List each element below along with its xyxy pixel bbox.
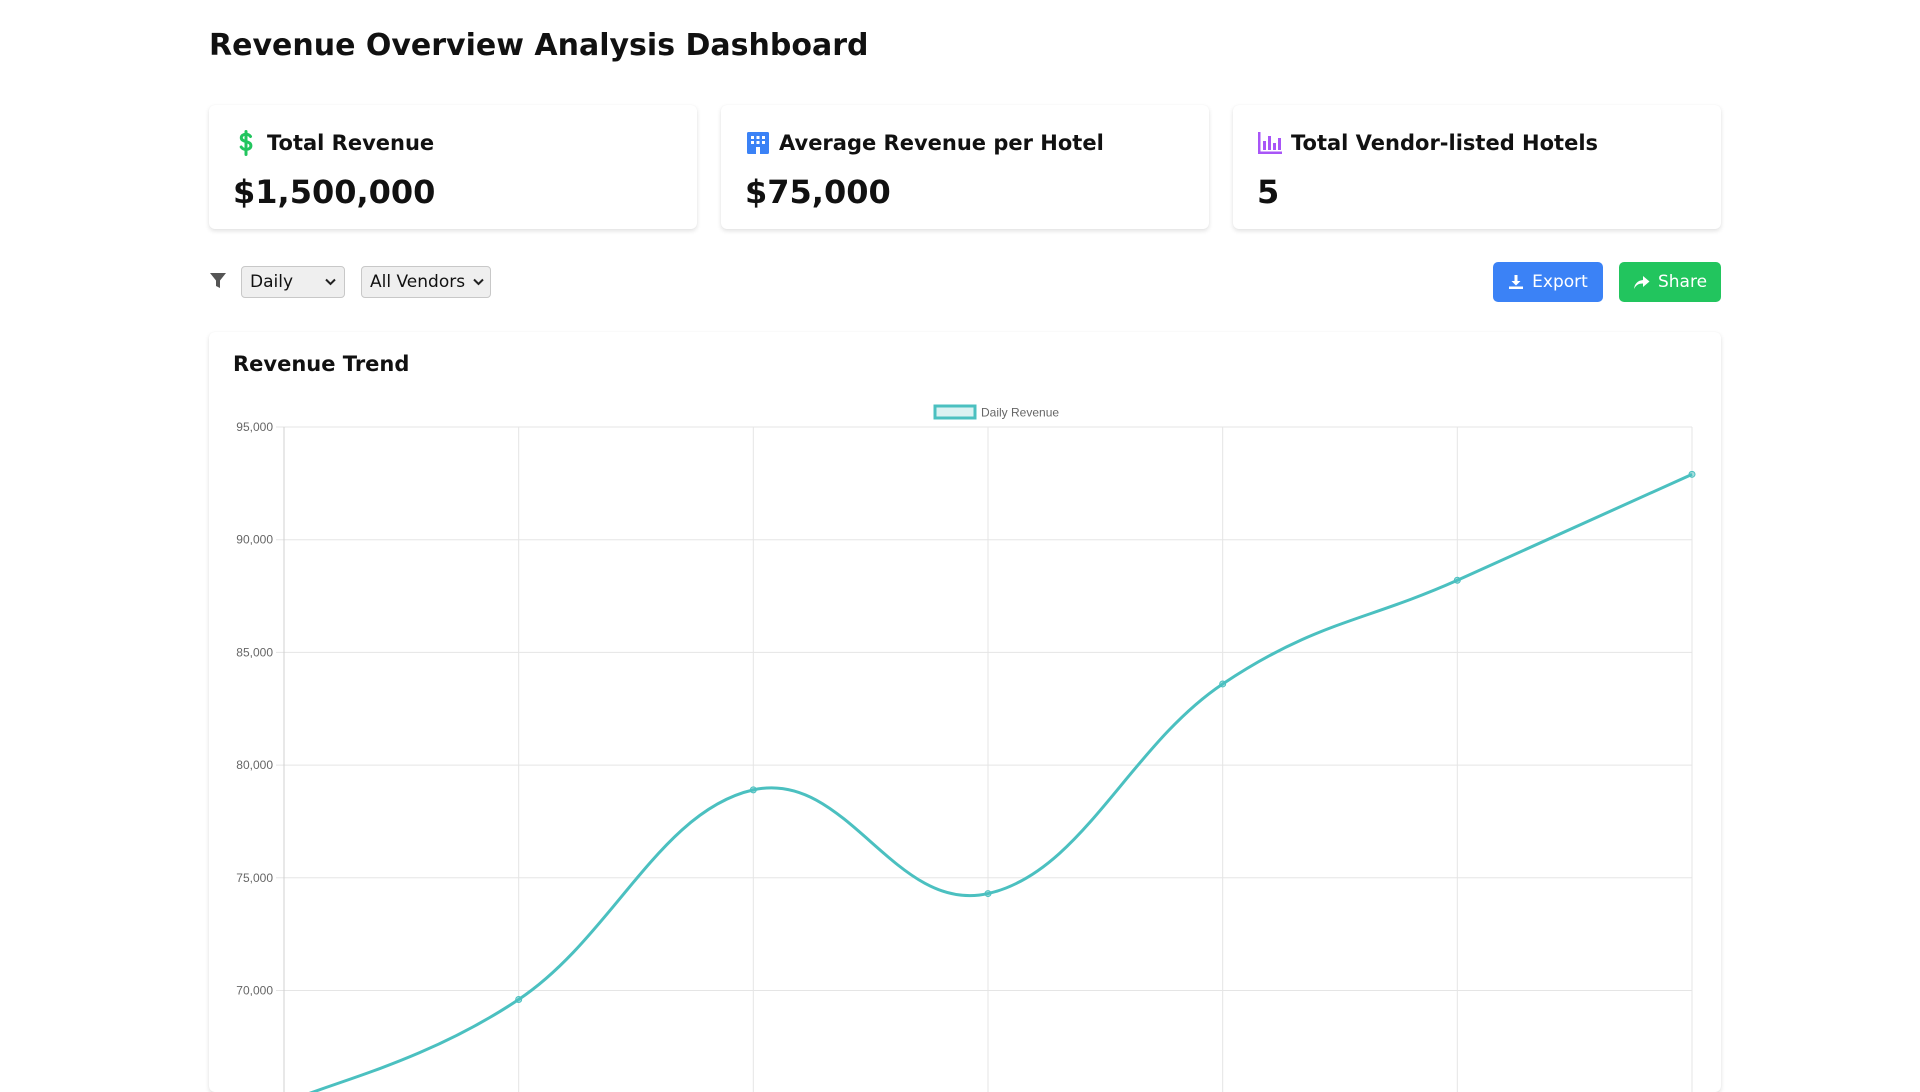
y-tick-label: 80,000: [236, 758, 273, 772]
period-select[interactable]: Daily: [241, 266, 345, 298]
average-revenue-card: Average Revenue per Hotel $75,000: [721, 105, 1209, 229]
controls-bar: Daily All Vendors Export Share: [209, 262, 1721, 302]
hotel-icon: [745, 130, 771, 156]
total-revenue-card: Total Revenue $1,500,000: [209, 105, 697, 229]
export-label: Export: [1532, 272, 1588, 292]
legend-label: Daily Revenue: [981, 406, 1059, 420]
download-icon: [1509, 275, 1524, 289]
hotels-card: Total Vendor-listed Hotels 5: [1233, 105, 1721, 229]
average-revenue-label: Average Revenue per Hotel: [779, 131, 1104, 155]
daily-revenue-point: [984, 890, 992, 898]
hotels-label: Total Vendor-listed Hotels: [1291, 131, 1599, 155]
vendor-select[interactable]: All Vendors: [361, 266, 491, 298]
export-button[interactable]: Export: [1493, 262, 1603, 302]
page-title: Revenue Overview Analysis Dashboard: [209, 28, 869, 63]
total-revenue-label: Total Revenue: [267, 131, 435, 155]
share-button[interactable]: Share: [1619, 262, 1721, 302]
share-label: Share: [1657, 272, 1708, 292]
daily-revenue-point: [1453, 576, 1461, 584]
daily-revenue-point: [749, 786, 757, 794]
bar-chart-icon: [1257, 130, 1283, 156]
total-revenue-value: $1,500,000: [233, 173, 436, 211]
average-revenue-value: $75,000: [745, 173, 891, 211]
revenue-trend-card: 95,000 90,000 85,000 80,000 75,000 70,000 Dail…: [209, 332, 1721, 1092]
y-tick-label: 75,000: [236, 871, 273, 885]
vendor-select-value: All Vendors: [370, 272, 466, 292]
y-tick-label: 85,000: [236, 645, 273, 659]
y-tick-label: 70,000: [236, 984, 273, 998]
dollar-icon: [233, 130, 259, 156]
daily-revenue-point: [515, 996, 523, 1004]
share-icon: [1633, 275, 1650, 289]
chart-title: Revenue Trend: [233, 352, 410, 376]
chevron-down-icon: [473, 275, 484, 289]
y-tick-label: 95,000: [236, 420, 273, 434]
daily-revenue-point: [1219, 680, 1227, 688]
y-tick-label: 90,000: [236, 533, 273, 547]
chevron-down-icon: [325, 275, 336, 289]
filter-icon: [209, 272, 227, 290]
legend-swatch: [933, 404, 977, 420]
period-select-value: Daily: [250, 272, 294, 292]
summary-cards: Total Revenue $1,500,000 Average Reve: [209, 105, 1721, 229]
revenue-trend-chart: 95,000 90,000 85,000 80,000 75,000 70,000 Dail…: [236, 404, 1696, 1092]
hotels-value: 5: [1257, 173, 1280, 211]
daily-revenue-point: [1688, 470, 1696, 478]
